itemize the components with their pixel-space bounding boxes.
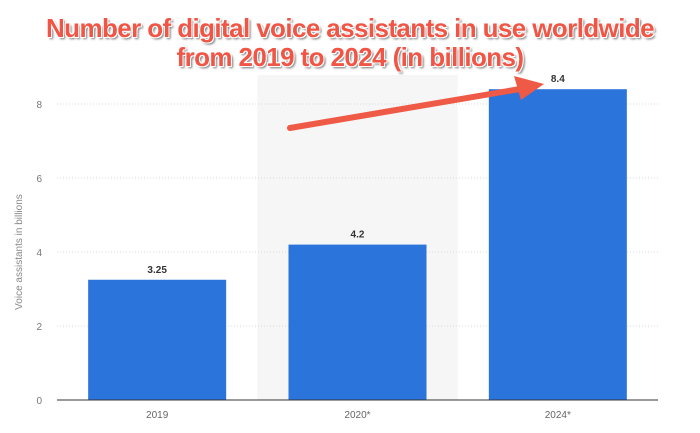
y-tick-label: 2 [36, 322, 42, 333]
bar [88, 279, 227, 400]
bar [288, 244, 427, 400]
y-tick-label: 6 [36, 174, 42, 185]
y-tick-label: 8 [36, 100, 42, 111]
y-tick-label: 4 [36, 248, 42, 259]
annotation-arrow-shaft [287, 86, 523, 131]
chart-title-line2: from 2019 to 2024 (in billions) [176, 42, 525, 72]
x-tick-label: 2024* [545, 410, 571, 421]
data-label: 4.2 [351, 230, 365, 241]
data-label: 8.4 [551, 74, 565, 85]
y-tick-label: 0 [36, 396, 42, 407]
bar [488, 89, 627, 400]
x-tick-label: 2020* [344, 410, 370, 421]
annotation-arrow-head [514, 76, 544, 100]
x-tick-label: 2019 [146, 410, 169, 421]
data-label: 3.25 [147, 265, 167, 276]
y-axis-label: Voice assistants in billions [14, 194, 25, 310]
chart-title-line1: Number of digital voice assistants in us… [46, 13, 655, 43]
